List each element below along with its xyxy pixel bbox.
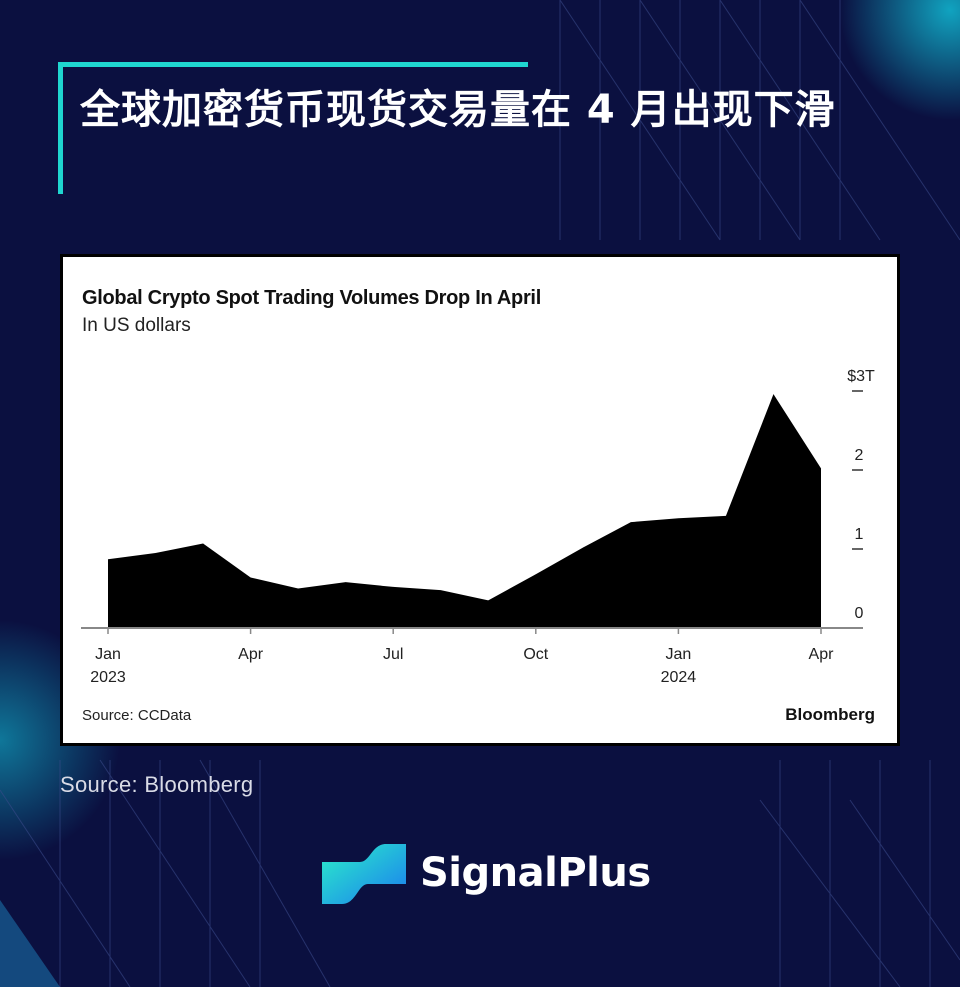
x-tick-label: Apr — [238, 646, 264, 663]
brand-name: SignalPlus — [420, 850, 651, 896]
chart-credit: Bloomberg — [785, 705, 875, 724]
footer-source: Source: Bloomberg — [60, 772, 254, 797]
x-tick-sublabel: 2024 — [661, 669, 697, 686]
chart-title: Global Crypto Spot Trading Volumes Drop … — [82, 287, 541, 309]
title-accent-line — [58, 62, 528, 67]
chart-subtitle: In US dollars — [82, 315, 191, 336]
area-chart: Jan 2023 Apr Jul Oct Jan 2024 Apr $3T 2 1 0 — [81, 368, 875, 686]
x-tick-label: Apr — [809, 646, 835, 663]
chart-card: Global Crypto Spot Trading Volumes Drop … — [60, 254, 900, 746]
x-tick-sublabel: 2023 — [90, 669, 126, 686]
chart-source: Source: CCData — [82, 707, 192, 724]
x-tick-label: Jan — [666, 646, 692, 663]
y-tick-label: 1 — [855, 526, 864, 543]
x-tick-label: Jul — [383, 646, 403, 663]
x-tick-label: Jan — [95, 646, 121, 663]
area-series — [108, 394, 821, 628]
page-title: 全球加密货币现货交易量在 4 月出现下滑 — [80, 87, 836, 133]
title-accent-bar — [58, 62, 63, 194]
y-tick-label: $3T — [847, 368, 875, 385]
y-tick-label: 2 — [855, 447, 864, 464]
signalplus-logo-icon — [322, 844, 406, 904]
x-tick-label: Oct — [523, 646, 548, 663]
y-tick-label: 0 — [855, 605, 864, 622]
